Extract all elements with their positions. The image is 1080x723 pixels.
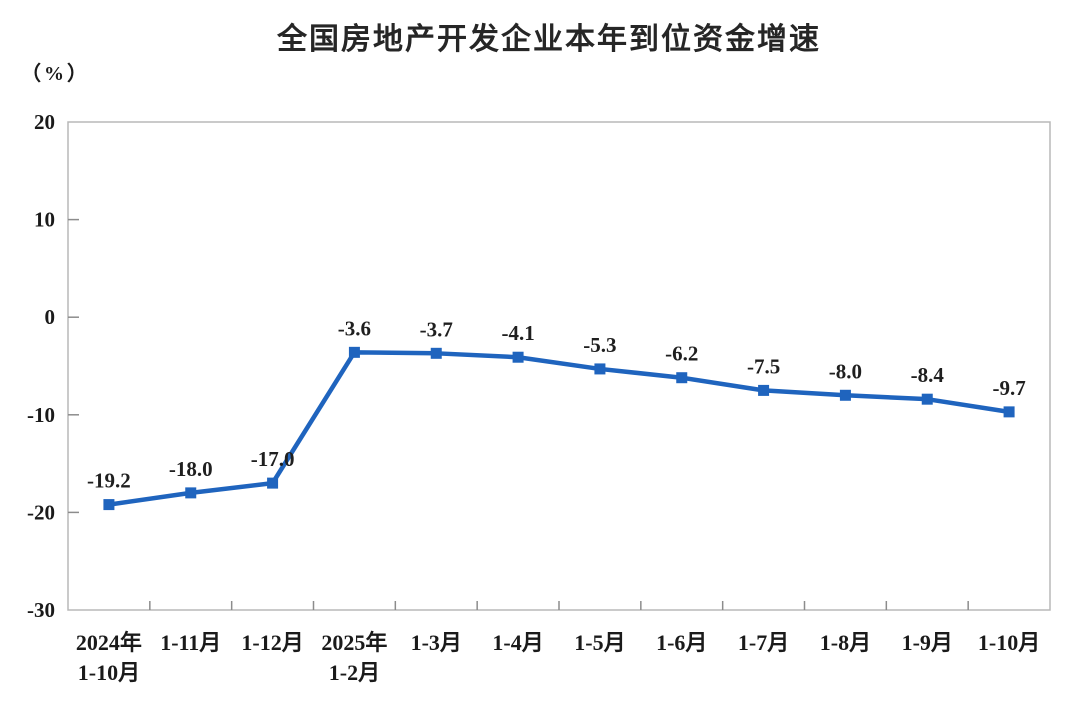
x-axis-tick-label: 2024年 bbox=[76, 630, 142, 655]
x-axis-tick-label: 1-8月 bbox=[820, 630, 871, 655]
x-axis-tick-label: 1-5月 bbox=[574, 630, 625, 655]
data-point-label: -6.2 bbox=[665, 342, 698, 366]
data-series-line bbox=[106, 350, 1012, 507]
y-axis-tick-label: 10 bbox=[34, 208, 55, 232]
data-point-marker bbox=[676, 372, 688, 384]
y-axis-tick-label: -30 bbox=[27, 598, 55, 622]
plot-area bbox=[67, 121, 1051, 611]
data-point-label: -9.7 bbox=[992, 376, 1025, 400]
data-point-label: -17.0 bbox=[251, 447, 295, 471]
data-point-label: -7.5 bbox=[747, 354, 780, 378]
data-point-label: -4.1 bbox=[501, 321, 534, 345]
data-point-marker bbox=[348, 346, 360, 358]
y-axis-tick-label: 20 bbox=[34, 110, 55, 134]
x-axis-tick-label: 1-7月 bbox=[738, 630, 789, 655]
data-point-marker bbox=[758, 384, 770, 396]
data-point-label: -8.0 bbox=[829, 359, 862, 383]
data-point-marker bbox=[103, 499, 115, 511]
chart-title: 全国房地产开发企业本年到位资金增速 bbox=[277, 23, 821, 56]
x-axis-tick-label: 1-11月 bbox=[160, 630, 221, 655]
x-axis-tick-label: 1-12月 bbox=[241, 630, 303, 655]
x-axis-tick-label: 1-4月 bbox=[492, 630, 543, 655]
x-axis-tick-label: 1-3月 bbox=[411, 630, 462, 655]
x-axis-tick-label: 2025年 bbox=[321, 630, 387, 655]
data-point-label: -18.0 bbox=[169, 457, 213, 481]
y-axis-tick-label: -10 bbox=[27, 403, 55, 427]
data-point-marker bbox=[594, 363, 606, 375]
data-point-marker bbox=[839, 389, 851, 401]
data-point-label: -3.7 bbox=[420, 317, 453, 341]
data-point-label: -8.4 bbox=[911, 363, 945, 387]
x-axis-tick-label: 1-6月 bbox=[656, 630, 707, 655]
data-point-label: -3.6 bbox=[338, 316, 371, 340]
data-point-marker bbox=[185, 487, 197, 499]
data-point-marker bbox=[512, 351, 524, 363]
y-axis-unit-label: （%） bbox=[21, 63, 90, 85]
data-point-marker bbox=[267, 477, 279, 489]
data-point-marker bbox=[1003, 406, 1015, 418]
data-point-label: -5.3 bbox=[583, 333, 616, 357]
data-point-label: -19.2 bbox=[87, 469, 131, 493]
y-axis-tick-label: 0 bbox=[45, 305, 56, 329]
data-point-marker bbox=[921, 393, 933, 405]
data-point-marker bbox=[430, 347, 442, 359]
y-axis-tick-label: -20 bbox=[27, 500, 55, 524]
x-axis-tick-label: 1-10月 bbox=[78, 660, 140, 685]
x-axis-tick-label: 1-2月 bbox=[329, 660, 380, 685]
x-axis-tick-label: 1-10月 bbox=[978, 630, 1040, 655]
x-axis-tick-label: 1-9月 bbox=[902, 630, 953, 655]
